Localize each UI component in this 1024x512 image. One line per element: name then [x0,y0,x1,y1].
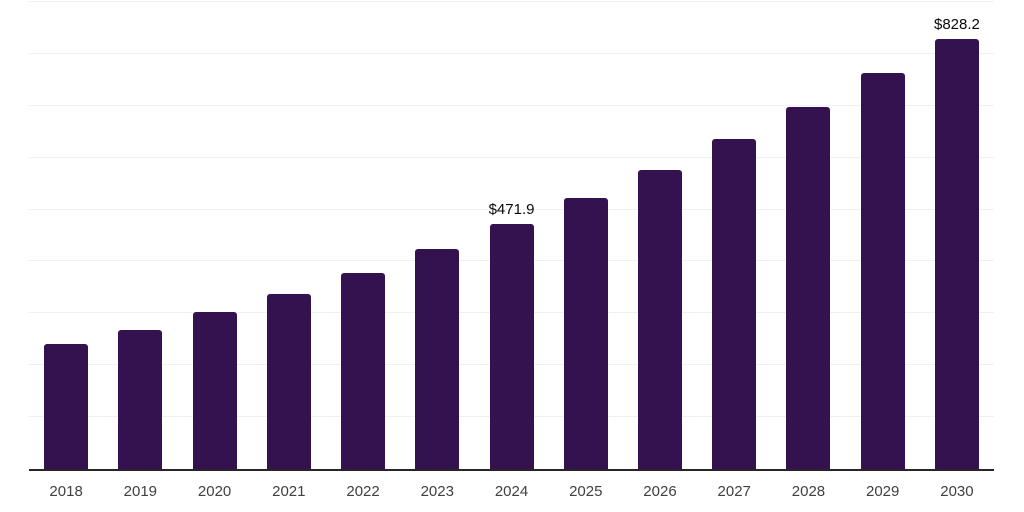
bar-column-2019 [103,2,177,469]
bar-2022 [341,273,386,469]
x-tick-2026: 2026 [643,483,677,500]
bar-column-2030: $828.2 [920,2,994,469]
bar-column-2027 [697,2,771,469]
bar-2019 [118,330,163,469]
bar-column-2022 [326,2,400,469]
bar-column-2028 [771,2,845,469]
x-tick-2018: 2018 [49,483,83,500]
bar-2027 [712,139,757,469]
bar-column-2026 [623,2,697,469]
bar-2025 [563,197,608,469]
bar-2023 [415,249,460,469]
bar-2029 [860,72,905,469]
bar-column-2025 [549,2,623,469]
bar-2020 [192,311,237,469]
bar-2021 [266,293,311,469]
x-tick-2029: 2029 [866,483,900,500]
gridline-700 [29,104,994,106]
x-tick-2020: 2020 [197,483,232,500]
x-tick-2025: 2025 [569,483,603,500]
x-tick-2022: 2022 [346,483,380,500]
x-tick-2027: 2027 [717,483,751,500]
x-tick-2030: 2030 [940,483,974,500]
bar-column-2020 [177,2,251,469]
bar-column-2021 [252,2,326,469]
gridline-800 [29,52,994,54]
bar-2018 [44,344,89,469]
bar-value-label-2030: $828.2 [933,16,980,34]
bar-2024 [489,224,534,469]
bar-column-2023 [400,2,474,469]
bar-column-2029 [846,2,920,469]
bar-columns: $471.9 $828.2 [29,2,994,469]
bar-2026 [637,170,682,469]
x-tick-2019: 2019 [123,483,158,500]
bar-2030 [934,39,979,469]
bar-column-2018 [29,2,103,469]
x-tick-2028: 2028 [791,483,826,500]
x-tick-2024: 2024 [494,483,529,500]
plot-area: $471.9 $828.2 [29,1,994,471]
x-tick-2023: 2023 [420,483,454,500]
gridline-600 [29,156,994,158]
bar-2028 [786,107,831,469]
x-axis-labels: 2018 2019 2020 2021 2022 2023 2024 2025 2026 2027… [29,484,994,499]
bar-column-2024: $471.9 [474,2,548,469]
x-tick-2021: 2021 [272,483,306,500]
bar-value-label-2024: $471.9 [488,201,535,219]
gridline-500 [29,208,994,210]
gridline-900 [29,1,994,2]
